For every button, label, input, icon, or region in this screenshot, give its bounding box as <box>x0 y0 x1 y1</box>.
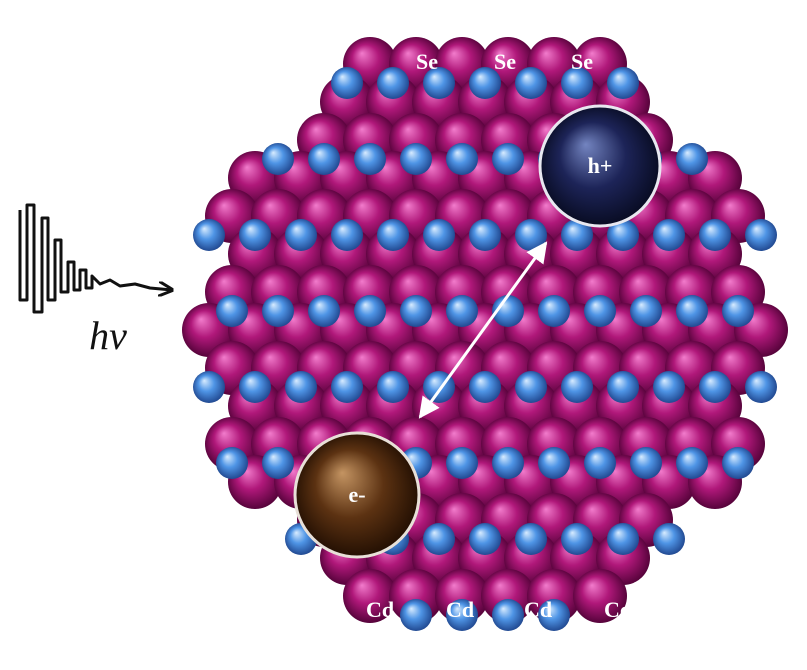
se-atom <box>515 371 547 403</box>
se-atom <box>308 143 340 175</box>
se-atom <box>745 219 777 251</box>
se-atom <box>285 371 317 403</box>
se-atom <box>676 295 708 327</box>
se-atom <box>193 219 225 251</box>
se-atom <box>745 371 777 403</box>
se-atom <box>607 371 639 403</box>
se-atom <box>653 371 685 403</box>
se-atom <box>331 219 363 251</box>
se-atom <box>722 447 754 479</box>
se-atom <box>676 143 708 175</box>
cd-label: Cd <box>524 597 552 622</box>
cd-label: Cd <box>604 597 632 622</box>
se-label: Se <box>494 49 516 74</box>
se-atom <box>699 371 731 403</box>
electron-label: e- <box>348 482 365 507</box>
cd-label: Cd <box>446 597 474 622</box>
quantum-dot-diagram: hv h+ e- Se Se Se Cd Cd Cd Cd <box>0 0 807 670</box>
se-label: Se <box>416 49 438 74</box>
se-atom <box>630 447 662 479</box>
se-atom <box>216 295 248 327</box>
photon-label: hv <box>89 313 127 358</box>
se-atom <box>653 219 685 251</box>
se-atom <box>193 371 225 403</box>
se-atom <box>285 219 317 251</box>
se-atom <box>377 219 409 251</box>
atom-cluster <box>182 37 788 631</box>
se-atom <box>492 447 524 479</box>
se-atom <box>308 295 340 327</box>
se-atom <box>469 523 501 555</box>
se-atom <box>354 143 386 175</box>
se-atom <box>492 599 524 631</box>
se-atom <box>469 371 501 403</box>
se-atom <box>676 447 708 479</box>
se-atom <box>446 295 478 327</box>
se-atom <box>400 143 432 175</box>
hole-label: h+ <box>588 153 613 178</box>
se-atom <box>262 143 294 175</box>
se-atom <box>492 143 524 175</box>
se-atom <box>423 219 455 251</box>
se-atom <box>354 295 386 327</box>
se-atom <box>515 523 547 555</box>
se-atom <box>607 67 639 99</box>
se-atom <box>239 371 271 403</box>
se-atom <box>446 447 478 479</box>
se-atom <box>584 447 616 479</box>
se-atom <box>331 371 363 403</box>
se-atom <box>561 371 593 403</box>
se-atom <box>216 447 248 479</box>
se-atom <box>561 523 593 555</box>
se-atom <box>584 295 616 327</box>
se-atom <box>515 67 547 99</box>
se-atom <box>469 219 501 251</box>
se-atom <box>538 447 570 479</box>
se-atom <box>699 219 731 251</box>
se-atom <box>538 295 570 327</box>
se-atom <box>377 67 409 99</box>
se-atom <box>423 523 455 555</box>
se-atom <box>653 523 685 555</box>
se-atom <box>400 295 432 327</box>
se-atom <box>400 599 432 631</box>
se-atom <box>722 295 754 327</box>
se-atom <box>262 295 294 327</box>
se-atom <box>331 67 363 99</box>
se-label: Se <box>571 49 593 74</box>
cd-label: Cd <box>366 597 394 622</box>
se-atom <box>377 371 409 403</box>
se-atom <box>239 219 271 251</box>
se-atom <box>630 295 662 327</box>
se-atom <box>607 523 639 555</box>
se-atom <box>262 447 294 479</box>
se-atom <box>446 143 478 175</box>
photon-wave <box>20 205 172 312</box>
